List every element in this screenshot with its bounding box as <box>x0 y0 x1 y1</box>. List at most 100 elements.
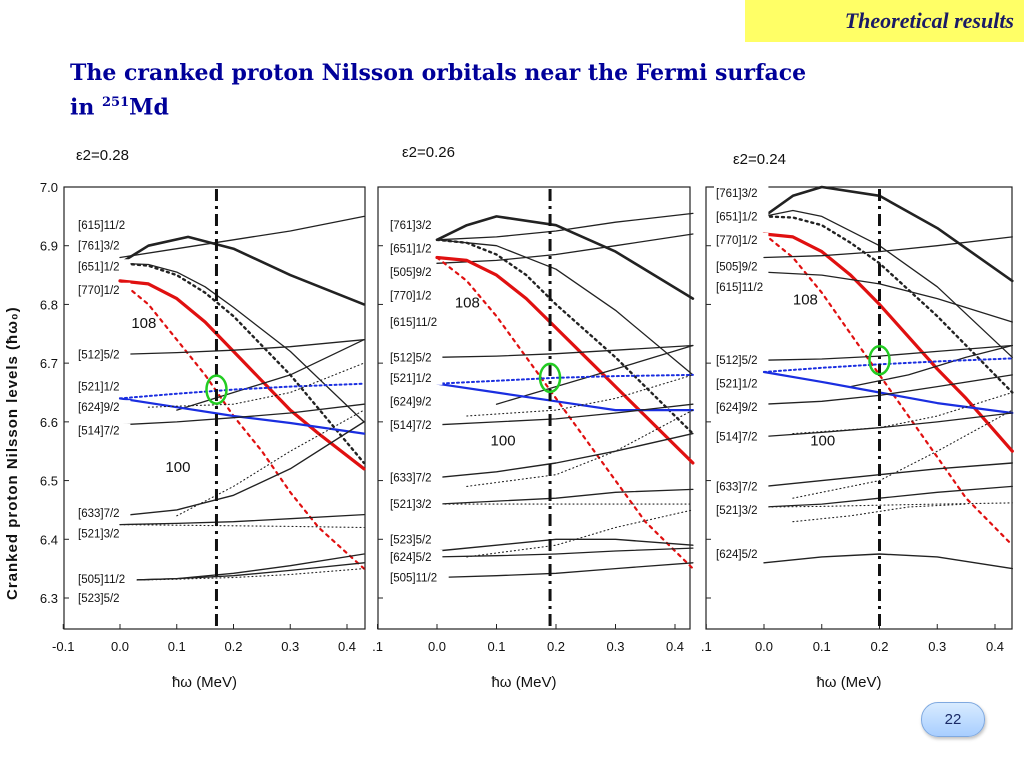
title-line-1: The cranked proton Nilsson orbitals near… <box>70 60 807 86</box>
orbital-label: [514]7/2 <box>716 432 758 444</box>
orbital-line <box>436 403 694 426</box>
orbital-label-bg <box>714 209 769 224</box>
orbital-label-bg <box>76 282 131 297</box>
orbital-line <box>119 553 365 582</box>
orbital-label: [770]1/2 <box>716 235 758 247</box>
x-axis-label: ħω (MeV) <box>491 674 556 691</box>
orbital-line <box>176 339 365 411</box>
orbital-label: [514]7/2 <box>78 426 120 438</box>
x-tick-label: 0.3 <box>928 639 946 654</box>
x-tick-label: .1 <box>372 639 383 654</box>
panel-frame <box>63 186 366 630</box>
orbital-line <box>466 509 694 558</box>
orbital-line <box>762 232 1014 547</box>
orbital-line <box>466 374 694 417</box>
orbital-label-bg <box>714 185 769 200</box>
section-label: Theoretical results <box>844 8 1014 33</box>
orbital-label: [624]5/2 <box>390 552 432 564</box>
orbital-label-bg <box>388 532 443 547</box>
orbital-label-bg <box>714 502 769 517</box>
orbital-label: [633]7/2 <box>78 508 120 520</box>
title-line-2-suffix: Md <box>129 94 169 121</box>
y-tick-label: 7.0 <box>40 180 58 195</box>
shell-gap-label: 108 <box>131 315 156 332</box>
shell-gap-label: 100 <box>165 459 190 476</box>
orbital-line <box>118 235 366 306</box>
orbital-line <box>436 432 694 479</box>
orbital-line <box>762 232 1014 453</box>
orbital-line <box>435 382 694 412</box>
x-axis-label: ħω (MeV) <box>816 674 881 691</box>
title-line-2-prefix: in <box>70 94 103 121</box>
x-tick-label: 0.1 <box>168 639 186 654</box>
orbital-line <box>435 215 695 300</box>
orbital-label-bg <box>76 591 131 605</box>
orbital-label-bg <box>714 279 775 294</box>
orbital-line <box>119 513 365 526</box>
orbital-label-bg <box>388 315 449 330</box>
y-tick-label: 6.5 <box>40 474 58 489</box>
orbital-label-bg <box>714 546 769 561</box>
orbital-label: [615]11/2 <box>716 282 763 294</box>
orbital-label: [521]1/2 <box>716 379 758 391</box>
orbital-line <box>436 212 694 241</box>
orbital-line <box>119 403 365 426</box>
x-tick-label: 0.2 <box>547 639 565 654</box>
orbital-label-bg <box>76 572 137 587</box>
orbital-label: [523]5/2 <box>390 534 432 546</box>
orbital-label-bg <box>388 241 443 256</box>
orbital-line <box>435 255 695 465</box>
orbital-label: [512]5/2 <box>716 355 758 367</box>
orbital-label: [761]3/2 <box>390 220 432 232</box>
orbital-line <box>435 256 694 570</box>
orbital-label-bg <box>714 353 769 368</box>
orbital-label: [761]3/2 <box>78 241 120 253</box>
orbital-label: [615]11/2 <box>390 317 437 329</box>
orbital-line <box>118 262 366 465</box>
x-tick-label: 0.1 <box>487 639 505 654</box>
orbital-label: [505]9/2 <box>390 267 432 279</box>
orbital-label: [633]7/2 <box>390 473 432 485</box>
x-tick-label: 0.2 <box>224 639 242 654</box>
orbital-label-bg <box>388 497 443 512</box>
orbital-line <box>436 562 694 579</box>
orbital-label-bg <box>388 394 443 409</box>
orbital-line <box>436 239 694 376</box>
orbital-line <box>436 233 694 264</box>
orbital-line <box>436 488 694 505</box>
orbital-label: [651]1/2 <box>390 244 432 256</box>
shell-gap-label: 108 <box>455 294 480 311</box>
y-tick-label: 6.8 <box>40 297 58 312</box>
orbital-label: [521]3/2 <box>78 528 120 540</box>
x-tick-label: 0.0 <box>111 639 129 654</box>
orbital-label: [505]11/2 <box>78 574 125 586</box>
orbital-line <box>849 344 1013 388</box>
crossing-marker <box>205 374 228 405</box>
y-tick-label: 6.7 <box>40 356 58 371</box>
orbital-line <box>763 462 1013 488</box>
crossing-marker <box>868 344 891 376</box>
orbital-label: [512]5/2 <box>78 349 120 361</box>
orbital-label: [505]11/2 <box>390 572 437 584</box>
y-tick-label: 6.9 <box>40 239 58 254</box>
x-tick-label: 0.4 <box>338 639 356 654</box>
orbital-label-bg <box>76 259 131 274</box>
orbital-line <box>792 409 1013 499</box>
x-tick-label: 0.0 <box>428 639 446 654</box>
orbital-label-bg <box>714 479 769 494</box>
orbital-label: [651]1/2 <box>716 211 758 223</box>
orbital-label-bg <box>388 417 443 432</box>
orbital-line <box>762 215 1014 394</box>
page-number-badge: 22 <box>921 702 985 737</box>
deformation-label: ε2=0.28 <box>76 147 129 164</box>
orbital-line <box>762 185 1014 283</box>
orbital-line <box>466 409 694 487</box>
shell-gap-label: 108 <box>793 291 818 308</box>
x-tick-label: 0.1 <box>813 639 831 654</box>
orbital-label-bg <box>714 259 769 274</box>
orbital-line <box>119 421 365 517</box>
orbital-label-bg <box>388 265 443 280</box>
orbital-line <box>119 524 365 529</box>
orbital-label-bg <box>76 400 131 415</box>
x-tick-label: 0.3 <box>281 639 299 654</box>
